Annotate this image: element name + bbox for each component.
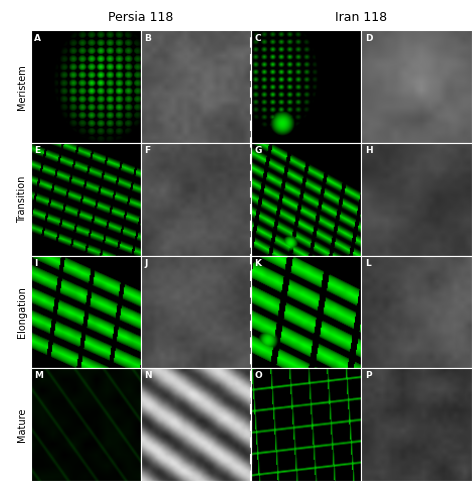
Text: A: A [34,34,41,43]
Text: Elongation: Elongation [17,286,27,338]
Text: E: E [34,146,40,156]
Text: J: J [144,259,148,268]
Text: Transition: Transition [17,175,27,223]
Text: P: P [365,371,371,381]
Text: N: N [144,371,152,381]
Text: L: L [365,259,371,268]
Text: H: H [365,146,373,156]
Text: B: B [144,34,151,43]
Text: C: C [255,34,261,43]
Text: Persia 118: Persia 118 [109,11,173,24]
Text: D: D [365,34,372,43]
Text: K: K [255,259,262,268]
Text: Iran 118: Iran 118 [336,11,387,24]
Text: Meristem: Meristem [17,64,27,110]
Text: M: M [34,371,43,381]
Text: G: G [255,146,262,156]
Text: O: O [255,371,262,381]
Text: Mature: Mature [17,407,27,441]
Text: F: F [144,146,150,156]
Text: I: I [34,259,37,268]
